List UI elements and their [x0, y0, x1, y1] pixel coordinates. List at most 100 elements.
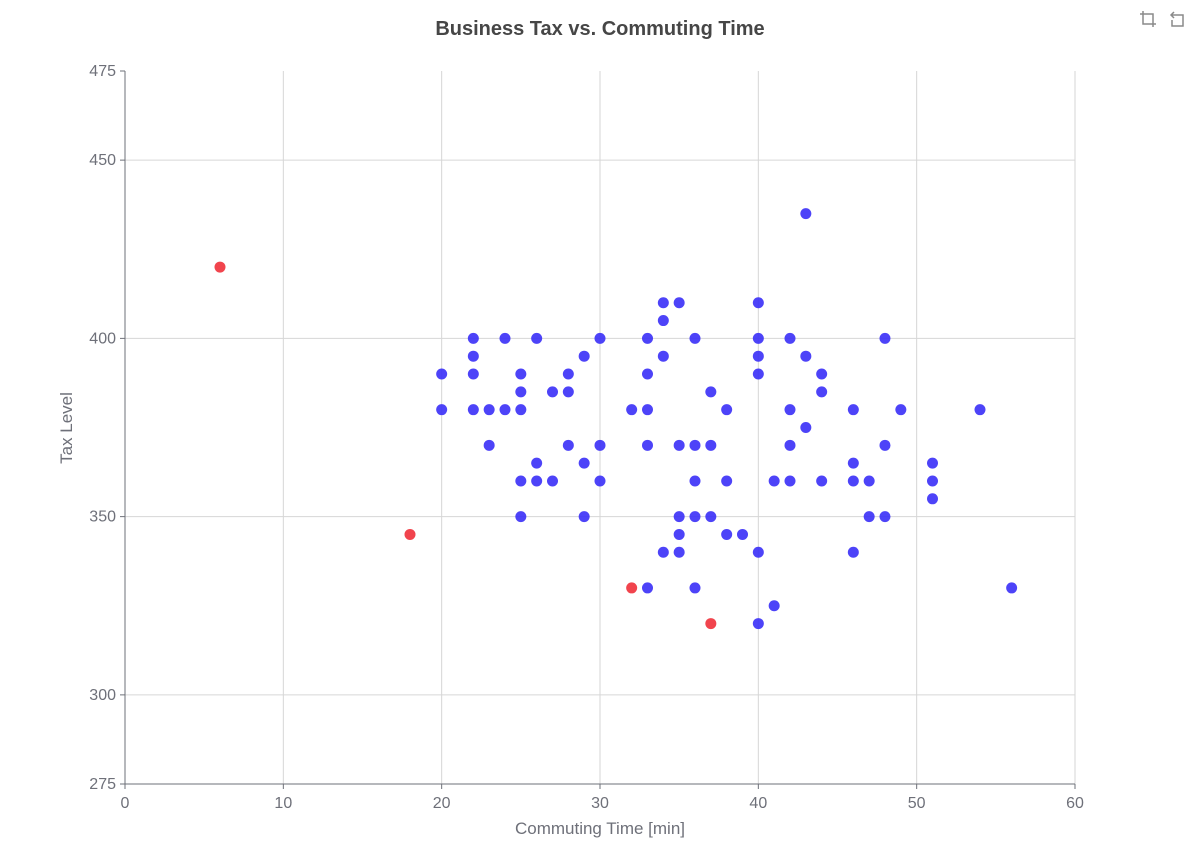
data-point	[974, 404, 986, 416]
data-point	[689, 332, 701, 344]
data-point	[752, 618, 764, 630]
data-point	[547, 475, 558, 487]
data-point	[689, 439, 701, 451]
data-point	[847, 404, 859, 416]
data-point	[705, 511, 717, 523]
data-point	[800, 350, 812, 362]
data-point	[626, 582, 638, 594]
data-point	[531, 475, 543, 487]
data-point	[816, 368, 828, 380]
data-point	[752, 297, 764, 309]
toolbox	[1138, 9, 1188, 29]
x-tick-label: 10	[274, 795, 292, 812]
data-point	[705, 439, 717, 451]
data-point	[594, 439, 606, 451]
data-point	[515, 386, 527, 398]
axes	[120, 70, 1076, 789]
data-point	[737, 528, 748, 540]
tick-labels: 0 10 20 30 40 50 60 275 300 350 400 450 475	[89, 63, 1084, 812]
data-point	[515, 368, 527, 380]
data-point	[784, 404, 796, 416]
data-point	[562, 386, 574, 398]
data-point	[879, 511, 891, 523]
data-point	[578, 350, 590, 362]
y-tick-label: 450	[89, 152, 116, 169]
data-point	[515, 404, 527, 416]
data-point	[642, 404, 653, 416]
data-point	[847, 546, 859, 558]
data-point	[673, 439, 685, 451]
data-point	[784, 439, 796, 451]
data-point	[721, 404, 733, 416]
data-point	[673, 546, 685, 558]
data-point	[752, 350, 764, 362]
restore-icon[interactable]	[1168, 9, 1188, 29]
y-tick-label: 300	[89, 687, 116, 704]
data-points	[214, 208, 1018, 630]
data-point	[689, 475, 701, 487]
data-point	[642, 368, 653, 380]
data-point	[657, 350, 669, 362]
y-tick-label: 350	[89, 509, 116, 526]
data-point	[657, 546, 669, 558]
data-point	[1006, 582, 1018, 594]
data-point	[578, 511, 590, 523]
data-point	[642, 332, 653, 344]
data-point	[547, 386, 558, 398]
data-point	[626, 404, 638, 416]
data-point	[927, 475, 938, 487]
data-point	[562, 439, 574, 451]
data-point	[657, 315, 669, 327]
data-point	[752, 332, 764, 344]
data-point	[800, 208, 812, 220]
data-point	[752, 368, 764, 380]
data-point	[531, 457, 543, 469]
data-point	[863, 511, 875, 523]
data-point	[847, 475, 859, 487]
data-point	[673, 528, 685, 540]
data-point	[467, 368, 479, 380]
data-point	[784, 475, 796, 487]
y-tick-label: 275	[89, 776, 116, 793]
data-point	[531, 332, 543, 344]
data-point	[483, 439, 495, 451]
data-point	[562, 368, 574, 380]
y-axis-title: Tax Level	[57, 392, 76, 464]
data-point	[927, 493, 938, 505]
data-point	[705, 386, 717, 398]
chart-title: Business Tax vs. Commuting Time	[435, 18, 764, 40]
data-point	[515, 475, 527, 487]
x-tick-label: 0	[121, 795, 130, 812]
data-point	[721, 528, 733, 540]
data-point	[768, 600, 780, 612]
x-tick-label: 30	[591, 795, 609, 812]
data-point	[673, 297, 685, 309]
data-point	[879, 332, 891, 344]
data-point	[214, 261, 226, 273]
x-tick-label: 60	[1066, 795, 1084, 812]
data-point	[467, 332, 479, 344]
data-point	[784, 332, 796, 344]
data-point	[800, 422, 812, 433]
data-point	[594, 475, 606, 487]
x-tick-label: 50	[908, 795, 926, 812]
data-point	[721, 475, 733, 487]
data-point	[689, 511, 701, 523]
zoom-icon[interactable]	[1138, 9, 1158, 29]
data-point	[816, 386, 828, 398]
data-point	[673, 511, 685, 523]
data-point	[705, 618, 717, 630]
data-point	[483, 404, 495, 416]
data-point	[816, 475, 828, 487]
data-point	[863, 475, 875, 487]
data-point	[642, 582, 653, 594]
data-point	[768, 475, 780, 487]
data-point	[642, 439, 653, 451]
data-point	[499, 404, 511, 416]
data-point	[594, 332, 606, 344]
data-point	[895, 404, 907, 416]
data-point	[847, 457, 859, 469]
data-point	[515, 511, 527, 523]
x-tick-label: 40	[749, 795, 767, 812]
